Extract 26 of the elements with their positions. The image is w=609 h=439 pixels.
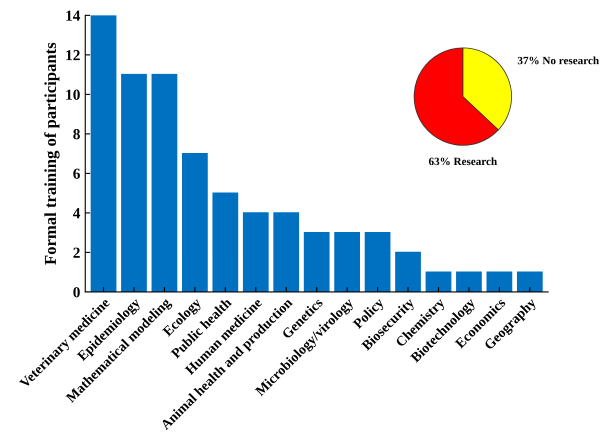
y-tick-label: 14 <box>66 10 80 21</box>
bar <box>364 232 390 292</box>
y-tick-label: 0 <box>73 287 80 298</box>
slice-label: 63% Research <box>428 157 497 166</box>
y-tick-label: 6 <box>73 168 80 179</box>
bar <box>426 271 452 292</box>
y-tick-label: 8 <box>73 129 80 140</box>
bar <box>90 15 116 292</box>
bar <box>395 252 421 292</box>
bar <box>334 232 360 292</box>
bar <box>273 212 300 292</box>
bar <box>242 212 269 292</box>
bar <box>152 74 178 292</box>
y-tick-label: 2 <box>73 248 80 258</box>
bar <box>456 271 482 292</box>
bar <box>304 232 330 292</box>
bar <box>516 271 543 292</box>
y-axis-title: Formal training of participants <box>44 42 60 265</box>
y-tick-label: 10 <box>66 90 80 100</box>
bar <box>486 271 512 292</box>
bar <box>212 192 238 292</box>
bar <box>121 74 147 292</box>
y-tick-label: 4 <box>72 208 80 218</box>
y-tick-label: 12 <box>66 50 80 60</box>
slice-label: 37% No research <box>518 56 599 64</box>
bar <box>182 152 208 292</box>
